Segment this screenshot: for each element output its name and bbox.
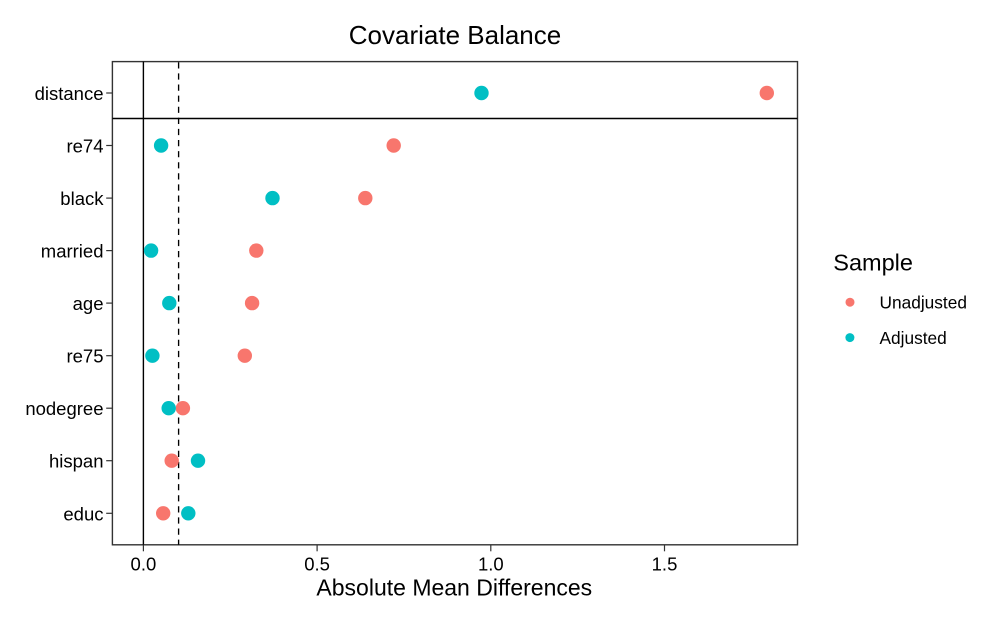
- svg-text:Unadjusted: Unadjusted: [880, 293, 967, 313]
- svg-text:black: black: [60, 188, 104, 209]
- svg-text:distance: distance: [35, 83, 104, 104]
- svg-text:1.0: 1.0: [478, 553, 504, 574]
- svg-text:0.5: 0.5: [304, 553, 330, 574]
- svg-text:nodegree: nodegree: [25, 398, 103, 419]
- svg-text:Absolute Mean Differences: Absolute Mean Differences: [316, 575, 592, 601]
- svg-text:educ: educ: [63, 503, 103, 524]
- svg-text:re75: re75: [66, 346, 103, 367]
- svg-text:Sample: Sample: [833, 250, 913, 276]
- svg-text:Adjusted: Adjusted: [880, 328, 947, 348]
- svg-text:age: age: [73, 293, 104, 314]
- svg-text:Covariate Balance: Covariate Balance: [349, 20, 561, 50]
- svg-text:1.5: 1.5: [652, 553, 678, 574]
- svg-text:married: married: [41, 241, 104, 262]
- svg-text:re74: re74: [66, 136, 103, 157]
- svg-text:0.0: 0.0: [131, 553, 157, 574]
- svg-text:hispan: hispan: [49, 451, 104, 472]
